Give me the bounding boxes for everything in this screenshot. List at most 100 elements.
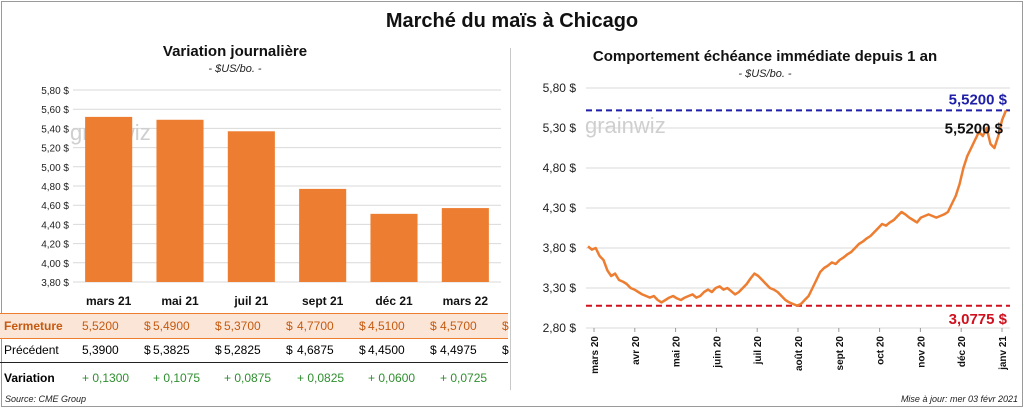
- cell-currency: $: [286, 343, 293, 357]
- line-x-tick-label: oct 20: [876, 336, 887, 365]
- cell-currency: $: [430, 319, 437, 333]
- cell-currency: $: [502, 343, 509, 357]
- line-x-tick-label: déc 20: [957, 336, 968, 368]
- line-y-tick-label: 3,30 $: [543, 281, 577, 295]
- table-cell: + 0,0725: [440, 371, 487, 385]
- line-y-tick-label: 4,80 $: [543, 161, 577, 175]
- table-cell: 4,5100 $: [368, 319, 437, 333]
- row-label: Précédent: [4, 343, 59, 357]
- table-cell: 5,4900 $: [153, 319, 222, 333]
- min-label: 3,0775 $: [949, 311, 1008, 328]
- table-cell: + 0,0825: [297, 371, 344, 385]
- watermark: grainwiz: [585, 113, 666, 138]
- bar-category-label: mars 21: [86, 294, 132, 308]
- cell-value: 5,3700: [224, 319, 261, 333]
- cell-value: 5,3825: [153, 343, 190, 357]
- cell-currency: $: [215, 343, 222, 357]
- table-cell: 4,4500 $: [368, 343, 437, 357]
- cell-value: + 0,0600: [368, 371, 416, 385]
- bar-y-tick-label: 5,00 $: [41, 163, 69, 174]
- cell-value: 4,6875: [297, 343, 334, 357]
- bar: [227, 131, 275, 282]
- bar: [370, 213, 418, 282]
- left-chart-unit: - $US/bo. -: [208, 63, 262, 75]
- cell-value: 5,3900: [82, 343, 119, 357]
- table-cell: 4,4975 $: [440, 343, 509, 357]
- bar-chart: 3,80 $ 4,00 $ 4,20 $ 4,40 $ 4,60 $ 4,80 $ 5,00…: [41, 86, 501, 308]
- panel-divider: [510, 48, 511, 390]
- bar-y-tick-label: 4,20 $: [41, 240, 69, 251]
- left-chart-title: Variation journalière: [162, 43, 308, 60]
- table-cell: + 0,0875: [224, 371, 271, 385]
- bar-y-tick-label: 3,80 $: [41, 278, 69, 289]
- cell-value: + 0,0725: [440, 371, 488, 385]
- bar-category-label: mai 21: [161, 294, 199, 308]
- cell-value: + 0,1300: [82, 371, 130, 385]
- cell-value: 4,4975: [440, 343, 477, 357]
- right-chart-title: Comportement échéance immédiate depuis 1…: [592, 48, 938, 65]
- table-cell: 5,5200 $: [82, 319, 151, 333]
- line-x-tick-label: mai 20: [672, 336, 683, 368]
- row-label: Fermeture: [4, 319, 63, 333]
- bar-y-tick-label: 5,60 $: [41, 105, 69, 116]
- table-cell: 5,2825 $: [224, 343, 293, 357]
- cell-value: 5,2825: [224, 343, 261, 357]
- bar-y-tick-label: 4,40 $: [41, 220, 69, 231]
- table-cell: 5,3700 $: [224, 319, 293, 333]
- bar-y-tick-label: 5,40 $: [41, 124, 69, 135]
- bar: [299, 188, 347, 282]
- table-cell: 5,3900 $: [82, 343, 151, 357]
- cell-currency: $: [359, 343, 366, 357]
- bar: [441, 208, 489, 282]
- max-label: 5,5200 $: [949, 91, 1008, 108]
- table-cell: + 0,0600: [368, 371, 415, 385]
- table-row: Précédent 5,3900 $5,3825 $5,2825 $4,6875 $4,4…: [0, 338, 509, 363]
- table-row: Variation + 0,1300 + 0,1075 + 0,0875 + 0,082…: [0, 366, 508, 390]
- line-x-tick-label: juin 20: [712, 336, 723, 369]
- table-row: Fermeture 5,5200 $5,4900 $5,3700 $4,7700 $4,5…: [0, 313, 509, 339]
- cell-value: 5,4900: [153, 319, 190, 333]
- bar-y-tick-label: 5,80 $: [41, 86, 69, 97]
- table-cell: + 0,1075: [153, 371, 200, 385]
- line-y-tick-label: 4,30 $: [543, 201, 577, 215]
- cell-value: + 0,0825: [297, 371, 345, 385]
- line-x-tick-label: mars 20: [590, 336, 601, 374]
- cell-currency: $: [359, 319, 366, 333]
- cell-value: + 0,0875: [224, 371, 272, 385]
- line-x-tick-label: juil 20: [753, 336, 764, 366]
- cell-value: 4,7700: [297, 319, 334, 333]
- bar-y-tick-label: 5,20 $: [41, 144, 69, 155]
- line-x-tick-label: avr 20: [631, 336, 642, 365]
- line-y-tick-label: 3,80 $: [543, 241, 577, 255]
- last-value-label: 5,5200 $: [945, 120, 1004, 137]
- cell-value: + 0,1075: [153, 371, 201, 385]
- table-cell: + 0,1300: [82, 371, 129, 385]
- line-x-tick-label: janv 21: [998, 336, 1009, 371]
- line-y-tick-label: 2,80 $: [543, 321, 577, 335]
- page-title: Marché du maïs à Chicago: [385, 10, 639, 32]
- table-cell: 5,3825 $: [153, 343, 222, 357]
- cell-value: 5,5200: [82, 319, 119, 333]
- bar-category-label: mars 22: [443, 294, 489, 308]
- price-series-line: [587, 109, 1008, 307]
- table-cell: 4,5700 $: [440, 319, 509, 333]
- bar: [156, 119, 204, 282]
- right-chart-unit: - $US/bo. -: [738, 68, 792, 80]
- bar-category-label: sept 21: [302, 294, 344, 308]
- cell-currency: $: [144, 343, 151, 357]
- row-label: Variation: [4, 371, 55, 385]
- line-x-tick-label: sept 20: [835, 336, 846, 371]
- bar-y-tick-label: 4,00 $: [41, 259, 69, 270]
- source-note: Source: CME Group: [5, 394, 87, 404]
- table-cell: 4,6875 $: [297, 343, 366, 357]
- bar-y-tick-label: 4,80 $: [41, 182, 69, 193]
- update-note: Mise à jour: mer 03 févr 2021: [900, 394, 1018, 404]
- line-y-tick-label: 5,80 $: [543, 81, 577, 95]
- cell-value: 4,5100: [368, 319, 405, 333]
- bar-category-label: juil 21: [233, 294, 268, 308]
- bar-y-tick-label: 4,60 $: [41, 201, 69, 212]
- line-x-tick-label: août 20: [794, 336, 805, 371]
- cell-currency: $: [144, 319, 151, 333]
- cell-value: 4,4500: [368, 343, 405, 357]
- line-chart: 2,80 $ 3,30 $ 3,80 $ 4,30 $ 4,80 $ 5,30 $ 5,80…: [543, 81, 1010, 374]
